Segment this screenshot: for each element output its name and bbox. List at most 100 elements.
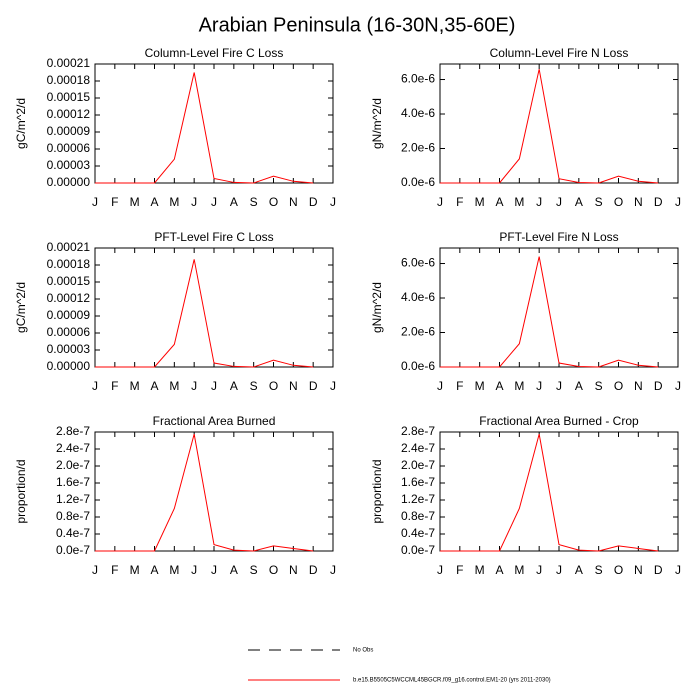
x-tick-label: N xyxy=(289,379,298,393)
x-tick-label: D xyxy=(654,379,663,393)
y-tick-label: 4.0e-6 xyxy=(401,106,435,120)
figure-title: Arabian Peninsula (16-30N,35-60E) xyxy=(199,14,516,36)
y-tick-label: 2.0e-6 xyxy=(401,325,435,339)
x-tick-label: J xyxy=(92,195,98,209)
x-tick-label: D xyxy=(309,195,318,209)
y-tick-label: 0.00009 xyxy=(47,124,91,138)
x-tick-label: J xyxy=(556,563,562,577)
x-tick-label: A xyxy=(150,563,158,577)
y-tick-label: 1.2e-7 xyxy=(56,492,90,506)
data-line xyxy=(95,433,314,552)
legend-label: No Obs xyxy=(353,648,373,654)
x-tick-label: A xyxy=(495,195,503,209)
x-tick-label: M xyxy=(130,195,140,209)
y-tick-label: 0.00000 xyxy=(47,359,91,373)
y-tick-label: 0.00021 xyxy=(47,240,91,254)
x-tick-label: M xyxy=(169,195,179,209)
data-line xyxy=(95,72,314,184)
y-tick-label: 0.00006 xyxy=(47,141,91,155)
x-tick-label: J xyxy=(330,379,336,393)
panel-title: Column-Level Fire C Loss xyxy=(145,46,284,60)
x-tick-label: A xyxy=(150,379,158,393)
x-tick-label: J xyxy=(536,563,542,577)
x-tick-label: S xyxy=(595,563,603,577)
y-tick-label: 0.00012 xyxy=(47,107,91,121)
y-tick-label: 1.6e-7 xyxy=(401,475,435,489)
x-tick-label: F xyxy=(111,563,118,577)
y-tick-label: 2.0e-6 xyxy=(401,141,435,155)
y-tick-label: 0.4e-7 xyxy=(56,526,90,540)
y-axis-label: gC/m^2/d xyxy=(14,282,28,333)
x-tick-label: S xyxy=(250,563,258,577)
x-tick-label: D xyxy=(654,563,663,577)
x-tick-label: S xyxy=(595,379,603,393)
y-axis-label: proportion/d xyxy=(370,459,384,523)
y-tick-label: 4.0e-6 xyxy=(401,290,435,304)
x-tick-label: J xyxy=(437,379,443,393)
x-tick-label: N xyxy=(289,563,298,577)
y-tick-label: 0.8e-7 xyxy=(56,509,90,523)
x-tick-label: J xyxy=(330,195,336,209)
x-tick-label: N xyxy=(634,379,643,393)
x-tick-label: S xyxy=(250,379,258,393)
x-tick-label: A xyxy=(230,563,238,577)
panel-title: Fractional Area Burned xyxy=(153,414,276,428)
x-tick-label: J xyxy=(92,379,98,393)
x-tick-label: A xyxy=(230,195,238,209)
data-line xyxy=(440,256,659,368)
y-tick-label: 0.00018 xyxy=(47,257,91,271)
x-tick-label: M xyxy=(169,563,179,577)
panel-title: Column-Level Fire N Loss xyxy=(490,46,629,60)
plot-frame xyxy=(94,247,334,368)
y-tick-label: 2.0e-7 xyxy=(56,458,90,472)
y-tick-label: 0.00021 xyxy=(47,56,91,70)
x-tick-label: J xyxy=(211,563,217,577)
x-tick-label: O xyxy=(269,195,278,209)
x-tick-label: J xyxy=(536,195,542,209)
x-tick-label: J xyxy=(191,195,197,209)
y-tick-label: 2.8e-7 xyxy=(56,424,90,438)
plot-frame xyxy=(439,63,679,184)
x-tick-label: J xyxy=(437,563,443,577)
plot-frame xyxy=(439,247,679,368)
y-tick-label: 1.6e-7 xyxy=(56,475,90,489)
x-tick-label: M xyxy=(514,379,524,393)
y-tick-label: 0.00003 xyxy=(47,342,91,356)
y-tick-label: 2.4e-7 xyxy=(401,441,435,455)
x-tick-label: M xyxy=(514,563,524,577)
x-tick-label: N xyxy=(634,563,643,577)
x-tick-label: O xyxy=(614,195,623,209)
x-tick-label: M xyxy=(169,379,179,393)
plot-frame xyxy=(439,431,679,552)
plot-frame xyxy=(94,431,334,552)
y-axis-label: gN/m^2/d xyxy=(370,282,384,333)
y-tick-label: 0.00006 xyxy=(47,325,91,339)
x-tick-label: F xyxy=(456,563,463,577)
y-tick-label: 0.00009 xyxy=(47,308,91,322)
x-tick-label: A xyxy=(495,563,503,577)
x-tick-label: N xyxy=(289,195,298,209)
x-tick-label: D xyxy=(309,563,318,577)
data-line xyxy=(95,259,314,368)
x-tick-label: F xyxy=(456,379,463,393)
y-tick-label: 0.0e-7 xyxy=(401,543,435,557)
x-tick-label: J xyxy=(556,195,562,209)
data-line xyxy=(440,69,659,184)
x-tick-label: O xyxy=(269,379,278,393)
data-line xyxy=(440,433,659,552)
x-tick-label: J xyxy=(675,195,681,209)
x-tick-label: J xyxy=(437,195,443,209)
x-tick-label: A xyxy=(150,195,158,209)
y-tick-label: 6.0e-6 xyxy=(401,256,435,270)
y-axis-label: gN/m^2/d xyxy=(370,98,384,149)
x-tick-label: J xyxy=(536,379,542,393)
x-tick-label: M xyxy=(475,563,485,577)
y-tick-label: 0.0e-6 xyxy=(401,359,435,373)
y-tick-label: 0.00003 xyxy=(47,158,91,172)
x-tick-label: F xyxy=(111,379,118,393)
y-tick-label: 0.00012 xyxy=(47,291,91,305)
x-tick-label: M xyxy=(130,563,140,577)
x-tick-label: M xyxy=(475,379,485,393)
x-tick-label: J xyxy=(92,563,98,577)
